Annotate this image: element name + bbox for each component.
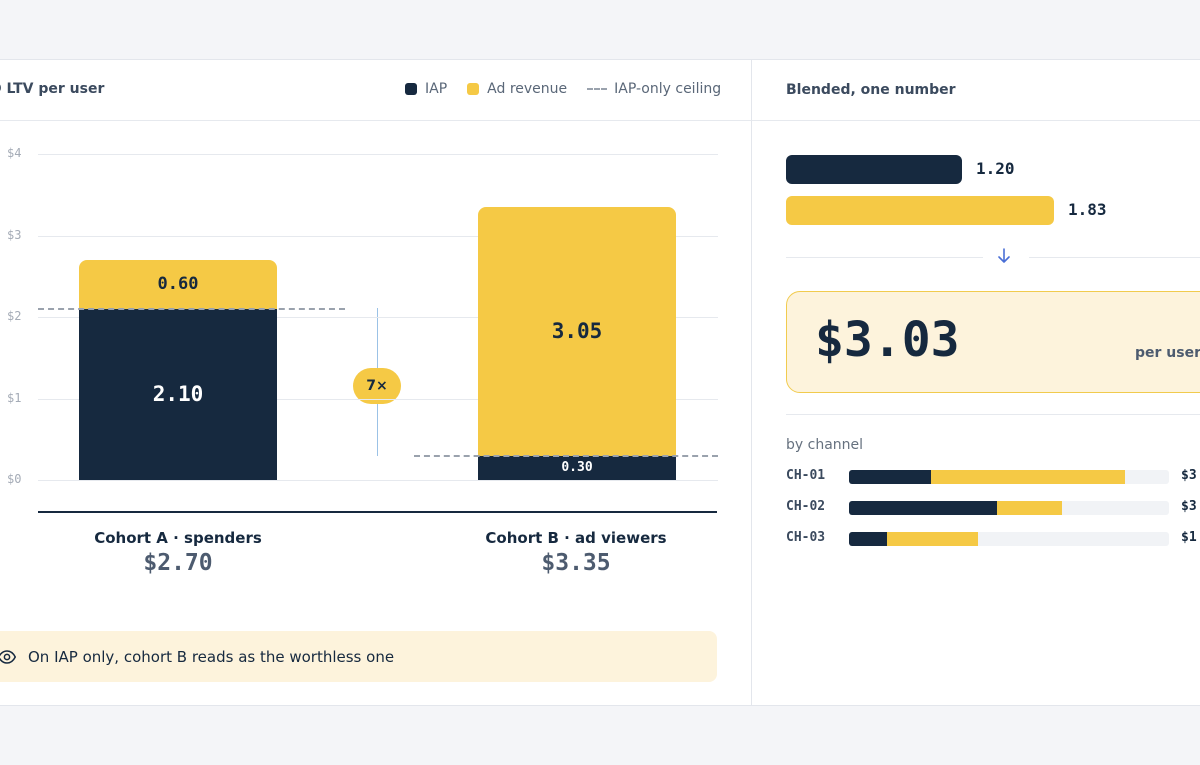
channel-ad-segment [887, 532, 978, 546]
bar-ad-b: 3.05 [478, 206, 676, 456]
gridline [38, 235, 718, 237]
channel-total: $3 [1181, 468, 1197, 483]
eye-icon [0, 649, 16, 664]
blended-ad-bar [786, 196, 1054, 225]
channel-track [849, 470, 1169, 484]
legend-iap-label: IAP [425, 81, 448, 97]
x-axis-baseline [38, 511, 717, 513]
blended-iap-bar [786, 155, 962, 184]
legend-ad: Ad revenue [467, 81, 567, 97]
bar-iap-a: 2.10 [79, 308, 277, 480]
legend-iap-swatch [405, 83, 417, 95]
channels-heading: by channel [786, 437, 864, 453]
category-label-a: Cohort A · spenders [94, 529, 262, 547]
chart-legend: IAP Ad revenue IAP-only ceiling [405, 81, 741, 97]
legend-ceiling-label: IAP-only ceiling [614, 81, 722, 97]
gridline [38, 398, 718, 400]
channel-name: CH-03 [786, 530, 826, 545]
channel-iap-segment [849, 532, 888, 546]
ratio-badge: 7× [353, 368, 401, 404]
bar-ad-a: 0.60 [79, 259, 277, 309]
chart-title: D LTV per user [0, 81, 105, 97]
y-tick-label: $1 [7, 390, 22, 405]
channel-track [849, 501, 1169, 515]
legend-ad-swatch [467, 83, 480, 95]
category-label-b: Cohort B · ad viewers [485, 529, 667, 547]
channel-ad-segment [930, 470, 1125, 484]
panel-divider [751, 60, 752, 705]
y-tick-label: $3 [7, 227, 22, 242]
gridline [38, 480, 718, 481]
y-tick-label: $2 [7, 309, 22, 323]
legend-ceiling-swatch [587, 88, 608, 90]
blended-total-value: $3.03 [815, 312, 960, 368]
right-header-divider [752, 120, 1200, 121]
bar-iap-b: 0.30 [478, 455, 676, 480]
channel-total: $3 [1181, 499, 1197, 514]
legend-iap: IAP [405, 81, 447, 97]
gridline [38, 154, 718, 155]
blended-iap-value: 1.20 [976, 159, 1015, 178]
dashboard-card: D LTV per user IAP Ad revenue IAP-only c… [0, 59, 1200, 706]
channel-iap-segment [849, 470, 931, 484]
arrow-down-icon [996, 247, 1012, 269]
channel-divider [786, 414, 1200, 415]
left-header-divider [0, 120, 751, 121]
blended-total-card: $3.03 per user [786, 291, 1200, 393]
y-tick-label: $4 [7, 146, 22, 160]
category-total-b: $3.35 [541, 550, 611, 576]
legend-ceiling: IAP-only ceiling [587, 81, 721, 97]
sum-divider-left [786, 257, 983, 258]
iap-ceiling-line [414, 454, 718, 457]
channel-name: CH-01 [786, 468, 826, 483]
legend-ad-label: Ad revenue [487, 81, 568, 97]
iap-ceiling-line [38, 307, 345, 310]
blended-total-unit: per user [1135, 345, 1200, 361]
gridline [38, 317, 718, 318]
y-tick-label: $0 [7, 472, 22, 486]
insight-note-text: On IAP only, cohort B reads as the worth… [28, 647, 395, 666]
channel-track [849, 532, 1169, 546]
blended-title: Blended, one number [786, 82, 956, 98]
sum-divider-right [1029, 257, 1200, 258]
channel-total: $1 [1181, 530, 1197, 545]
category-total-a: $2.70 [143, 550, 213, 576]
insight-note: On IAP only, cohort B reads as the worth… [0, 631, 717, 682]
channel-iap-segment [849, 501, 997, 515]
channel-name: CH-02 [786, 499, 826, 514]
blended-ad-value: 1.83 [1068, 200, 1107, 219]
channel-ad-segment [996, 501, 1062, 515]
